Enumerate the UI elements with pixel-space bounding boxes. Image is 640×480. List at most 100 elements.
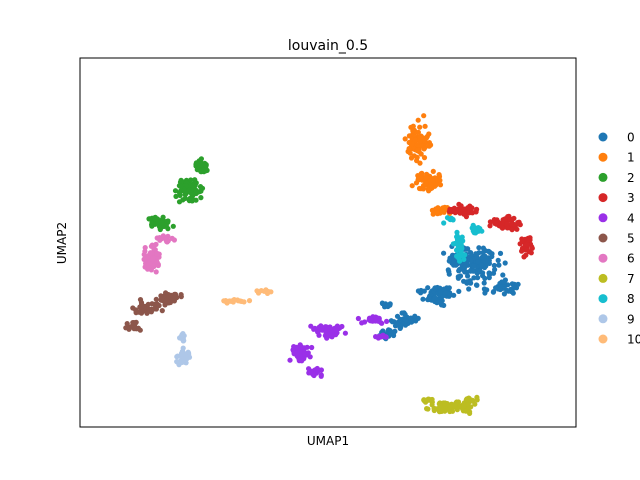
data-point [307, 354, 313, 360]
data-point [474, 397, 480, 403]
data-point [198, 156, 204, 162]
legend-item-8: 8 [598, 292, 635, 306]
legend-label: 6 [627, 252, 635, 266]
series-1-points [402, 113, 455, 217]
data-point [159, 296, 165, 302]
data-point [435, 205, 441, 211]
data-point [504, 287, 510, 293]
data-point [436, 299, 443, 305]
series-2-points [146, 156, 210, 233]
data-point [198, 168, 204, 175]
data-point [362, 319, 368, 325]
data-point [410, 123, 416, 129]
data-point [441, 250, 447, 256]
legend-marker [598, 314, 608, 324]
data-point [454, 253, 460, 259]
data-point [198, 188, 204, 194]
data-point [457, 273, 464, 279]
data-point [420, 296, 426, 302]
series-9-points [174, 331, 193, 368]
data-point [432, 286, 438, 292]
data-point [172, 291, 179, 297]
data-point [474, 206, 480, 212]
data-point [388, 318, 394, 324]
data-point [442, 204, 448, 210]
data-point [297, 348, 303, 354]
data-point [514, 226, 520, 232]
data-point [378, 333, 384, 339]
data-point [465, 273, 471, 279]
data-point [164, 238, 170, 245]
data-point [442, 400, 449, 406]
data-point [491, 262, 497, 269]
data-point [425, 285, 431, 291]
data-point [490, 289, 496, 295]
data-point [150, 263, 157, 270]
legend-marker [598, 294, 608, 304]
legend-label: 4 [627, 211, 635, 225]
data-point [132, 324, 138, 330]
data-point [153, 296, 159, 302]
data-point [474, 254, 480, 260]
data-point [462, 264, 468, 270]
data-point [235, 298, 241, 304]
data-point [456, 201, 462, 207]
legend-item-0: 0 [598, 131, 635, 145]
data-point [440, 209, 446, 215]
data-point [146, 264, 152, 270]
series-3-points [446, 201, 535, 260]
data-point [167, 299, 173, 306]
data-point [395, 321, 401, 327]
data-point [415, 129, 421, 135]
data-point [482, 253, 488, 259]
data-point [137, 297, 144, 303]
data-point [421, 397, 427, 403]
data-point [181, 338, 187, 344]
data-point [413, 180, 420, 186]
data-point [470, 222, 476, 228]
data-point [246, 298, 253, 304]
legend-item-2: 2 [598, 171, 635, 185]
legend-marker [598, 132, 608, 142]
data-point [469, 210, 475, 216]
data-point [323, 328, 329, 334]
data-point [508, 221, 514, 227]
data-point [526, 237, 532, 243]
data-point [188, 177, 194, 183]
data-point [414, 158, 420, 164]
data-point [470, 268, 476, 274]
series-6-points [141, 233, 177, 275]
legend-marker [598, 273, 608, 283]
data-point [468, 280, 474, 286]
data-point [430, 178, 436, 184]
data-point [437, 177, 443, 183]
data-point [496, 262, 502, 268]
data-point [137, 309, 143, 315]
data-point [299, 358, 305, 364]
plot-frame [79, 57, 577, 428]
data-point [495, 257, 501, 263]
legend-label: 9 [627, 312, 635, 326]
series-4-points [287, 314, 390, 379]
data-point [473, 282, 480, 288]
data-point [384, 302, 390, 308]
data-point [480, 245, 486, 251]
data-point [185, 349, 191, 355]
data-point [153, 306, 159, 312]
data-point [315, 368, 321, 374]
data-point [190, 183, 196, 189]
data-point [124, 321, 130, 327]
legend-item-1: 1 [598, 151, 635, 165]
data-point [412, 137, 418, 143]
data-point [379, 300, 385, 306]
data-point [174, 359, 180, 365]
legend-label: 7 [627, 272, 635, 286]
data-point [429, 207, 435, 213]
data-point [421, 113, 427, 119]
data-point [130, 320, 136, 326]
data-point [471, 263, 477, 269]
data-point [409, 183, 415, 189]
legend-label: 2 [627, 171, 635, 185]
series-7-points [421, 394, 480, 416]
data-point [446, 285, 452, 291]
